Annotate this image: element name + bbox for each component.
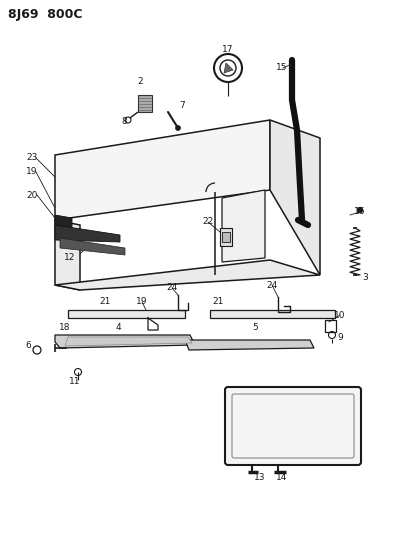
Polygon shape (55, 120, 270, 220)
Text: 22: 22 (202, 217, 214, 227)
Text: 20: 20 (26, 190, 38, 199)
Text: 4: 4 (115, 324, 121, 333)
Text: 6: 6 (25, 341, 31, 350)
Polygon shape (222, 232, 230, 242)
Text: 17: 17 (222, 45, 234, 54)
Text: 21: 21 (213, 297, 224, 306)
Text: 3: 3 (362, 273, 368, 282)
Polygon shape (68, 310, 185, 318)
FancyBboxPatch shape (225, 387, 361, 465)
Text: 7: 7 (179, 101, 185, 110)
Polygon shape (138, 95, 152, 112)
Text: 13: 13 (254, 473, 266, 482)
Text: 23: 23 (26, 154, 38, 163)
Polygon shape (60, 238, 125, 255)
Polygon shape (185, 340, 314, 350)
Text: 14: 14 (276, 473, 288, 482)
Circle shape (175, 125, 181, 131)
Polygon shape (270, 120, 320, 275)
Text: 2: 2 (137, 77, 143, 86)
Text: 5: 5 (252, 324, 258, 333)
Polygon shape (55, 215, 72, 242)
Text: 11: 11 (69, 377, 81, 386)
Text: 19: 19 (26, 167, 38, 176)
Circle shape (357, 207, 363, 213)
Text: 21: 21 (99, 297, 111, 306)
Polygon shape (55, 260, 320, 290)
Polygon shape (55, 335, 195, 348)
Text: 8: 8 (121, 117, 127, 126)
Polygon shape (222, 190, 265, 262)
Polygon shape (65, 337, 192, 346)
Polygon shape (55, 225, 120, 242)
Text: 19: 19 (136, 297, 148, 306)
Polygon shape (224, 63, 233, 73)
Polygon shape (210, 310, 335, 318)
Text: 24: 24 (266, 280, 278, 289)
Polygon shape (220, 228, 232, 246)
Text: 24: 24 (166, 284, 178, 293)
Text: 8J69  800C: 8J69 800C (8, 8, 83, 21)
Text: 18: 18 (59, 324, 71, 333)
Text: 10: 10 (334, 311, 346, 319)
Text: 9: 9 (337, 334, 343, 343)
Text: 16: 16 (354, 207, 366, 216)
Text: 15: 15 (276, 63, 288, 72)
Text: 12: 12 (64, 254, 76, 262)
Polygon shape (55, 220, 80, 290)
